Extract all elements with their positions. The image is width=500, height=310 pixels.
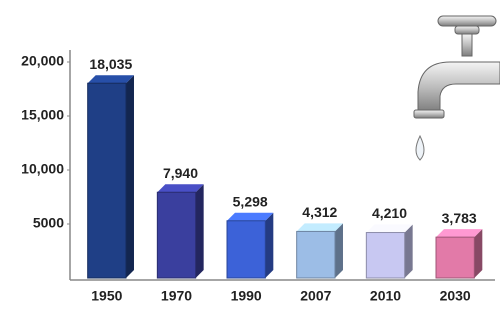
bar-side: [405, 225, 413, 278]
bar: [366, 233, 404, 278]
value-label: 4,210: [372, 205, 407, 221]
bar-top: [297, 223, 343, 231]
value-label: 3,783: [442, 210, 477, 226]
bar-side: [335, 223, 343, 278]
bar: [88, 83, 126, 278]
value-label: 5,298: [233, 193, 268, 209]
value-label: 7,940: [163, 165, 198, 181]
bar-top: [227, 213, 273, 221]
bar-side: [196, 184, 204, 278]
bar-top: [366, 225, 412, 233]
value-label: 4,312: [302, 204, 337, 220]
bar: [227, 221, 265, 278]
bar: [297, 231, 335, 278]
bar-top: [88, 75, 134, 83]
y-tick-label: 15,000: [21, 107, 64, 123]
bar-top: [157, 184, 203, 192]
x-tick-label: 2030: [440, 288, 471, 304]
x-tick-label: 1990: [231, 288, 262, 304]
y-tick-label: 10,000: [21, 161, 64, 177]
faucet-icon: [414, 16, 500, 160]
bar-side: [126, 75, 134, 278]
x-tick-label: 1970: [161, 288, 192, 304]
x-tick-label: 2007: [300, 288, 331, 304]
y-tick-label: 20,000: [21, 53, 64, 69]
bar: [157, 192, 195, 278]
bar-side: [474, 229, 482, 278]
bar-side: [265, 213, 273, 278]
x-tick-label: 2010: [370, 288, 401, 304]
bar-top: [436, 229, 482, 237]
x-tick-label: 1950: [91, 288, 122, 304]
value-label: 18,035: [89, 56, 132, 72]
bar: [436, 237, 474, 278]
chart: 5000 10,000 15,000 20,000 1950 18,035 1970 7,94…: [0, 0, 500, 310]
y-tick-label: 5000: [33, 215, 64, 231]
